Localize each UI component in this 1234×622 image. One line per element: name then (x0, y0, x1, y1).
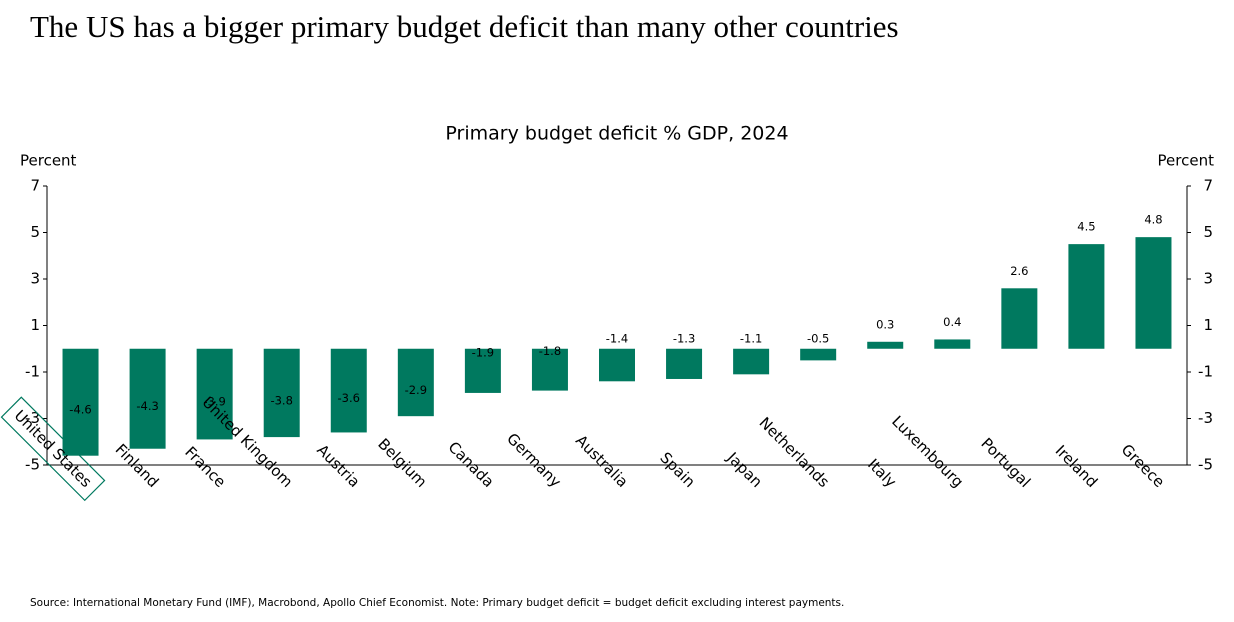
y2-tick-label: 3 (1203, 270, 1213, 288)
bar (1135, 237, 1172, 349)
data-label: -3.6 (338, 391, 360, 405)
y2-tick-label: 5 (1203, 223, 1213, 241)
data-label: -1.3 (673, 331, 695, 345)
data-label: 0.4 (943, 315, 961, 329)
bar (129, 348, 166, 449)
x-tick-group: Germany (503, 430, 565, 492)
x-tick-label: France (181, 443, 229, 491)
chart-subtitle: Primary budget deficit % GDP, 2024 (445, 123, 788, 145)
y2-tick-label: 1 (1203, 316, 1213, 334)
y2-axis-label: Percent (1158, 152, 1215, 170)
y2-tick-label: 7 (1203, 177, 1213, 195)
x-tick-label: Austria (313, 441, 363, 491)
data-label: 0.3 (876, 317, 894, 331)
y2-tick-label: -3 (1198, 409, 1213, 427)
y-tick-label: 5 (30, 223, 40, 241)
x-tick-group: Belgium (374, 435, 430, 491)
bar (62, 348, 99, 456)
bar (733, 348, 770, 375)
x-tick-label: Portugal (977, 434, 1034, 491)
y-tick-label: 1 (30, 316, 40, 334)
bar (867, 341, 904, 349)
x-tick-group: Canada (445, 438, 498, 491)
bar (666, 348, 703, 379)
y-tick-label: -5 (25, 456, 40, 474)
data-label: -1.4 (606, 331, 628, 345)
x-tick-label: Luxembourg (888, 412, 967, 491)
x-tick-group: France (181, 443, 229, 491)
x-tick-group: Japan (723, 448, 766, 491)
data-label: -1.9 (472, 345, 494, 359)
data-label: 4.8 (1144, 213, 1162, 227)
bar (1068, 244, 1105, 349)
x-tick-label: Ireland (1052, 442, 1101, 491)
bar (464, 348, 501, 393)
data-label: -0.5 (807, 331, 829, 345)
x-tick-label: Spain (656, 449, 698, 491)
x-tick-group: Portugal (977, 434, 1034, 491)
x-tick-label: Italy (864, 455, 900, 491)
x-tick-group: Greece (1118, 441, 1168, 491)
data-label: 4.5 (1077, 220, 1095, 234)
data-label: -4.6 (69, 403, 91, 417)
y-tick-label: 7 (30, 177, 40, 195)
x-tick-label: Germany (503, 430, 565, 492)
x-tick-group: Italy (864, 455, 900, 491)
bar (1001, 288, 1038, 349)
bar (800, 348, 837, 361)
y-tick-label: -3 (25, 409, 40, 427)
bar (397, 348, 434, 417)
x-tick-label: Canada (445, 438, 498, 491)
x-tick-group: Spain (656, 449, 698, 491)
y-tick-label: 3 (30, 270, 40, 288)
x-tick-group: Netherlands (756, 414, 834, 492)
bar (531, 348, 568, 391)
x-tick-label: Greece (1118, 441, 1168, 491)
data-label: -2.9 (405, 383, 427, 397)
x-tick-label: Belgium (374, 435, 430, 491)
y2-tick-label: -1 (1198, 363, 1213, 381)
y-axis-label: Percent (20, 152, 77, 170)
highlight-box (0, 396, 106, 502)
data-label: -3.9 (203, 395, 225, 409)
bar (599, 348, 635, 382)
chart-title: The US has a bigger primary budget defic… (30, 9, 899, 44)
source-note: Source: International Monetary Fund (IMF… (30, 597, 844, 609)
y2-tick-label: -5 (1198, 456, 1213, 474)
data-label: 2.6 (1010, 264, 1028, 278)
x-tick-label: Australia (572, 431, 632, 491)
data-label: -1.1 (740, 331, 762, 345)
bar (934, 339, 971, 349)
bar (330, 348, 367, 433)
data-label: -1.8 (539, 344, 561, 358)
y-tick-label: -1 (25, 363, 40, 381)
bar (263, 348, 300, 438)
data-label: -3.8 (270, 393, 292, 407)
x-tick-group: Luxembourg (888, 412, 967, 491)
data-label: -4.3 (136, 399, 158, 413)
x-tick-group: Austria (313, 441, 363, 491)
x-tick-label: Netherlands (756, 414, 834, 492)
x-tick-group: Australia (572, 431, 632, 491)
x-tick-group: Ireland (1052, 442, 1101, 491)
bar (196, 348, 233, 440)
x-tick-label: Japan (723, 448, 766, 491)
